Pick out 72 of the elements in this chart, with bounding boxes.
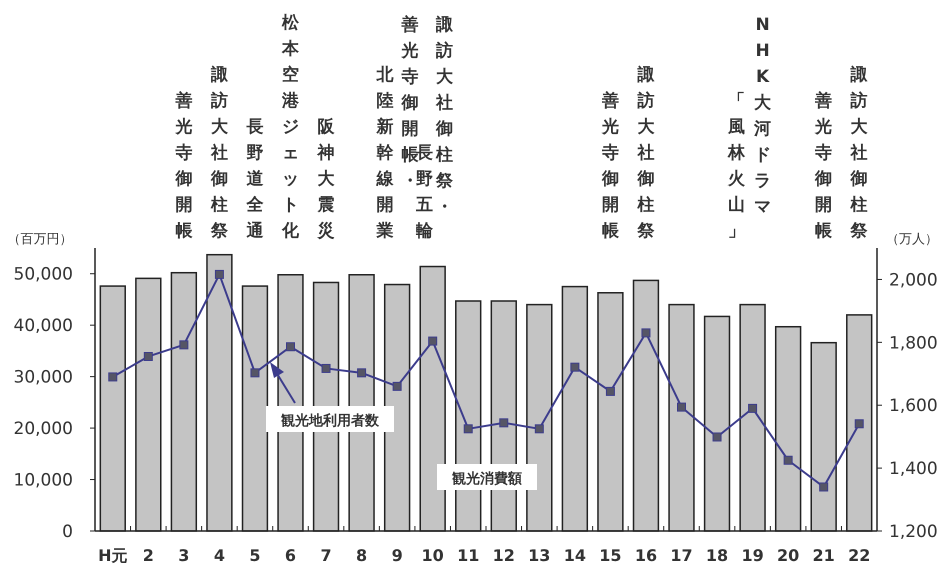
x-tick-label: 17 <box>670 546 693 565</box>
text: 善光寺御開帳 <box>174 90 194 243</box>
point <box>464 424 473 434</box>
point <box>144 352 153 361</box>
x-tick-label: 9 <box>392 546 403 565</box>
text: 諏訪大社御柱祭 <box>849 64 869 243</box>
y-tick-label: 30,000 <box>14 368 73 388</box>
text: 北陸新幹線開業 <box>375 64 395 243</box>
x-tick-label: 4 <box>214 546 225 565</box>
text: 諏訪大社御柱祭・ <box>434 14 454 219</box>
point <box>570 362 580 372</box>
x-tick-label: 12 <box>492 546 515 565</box>
text: 善光寺御開帳 <box>600 90 620 243</box>
text: 諏訪大社御柱祭 <box>210 64 229 243</box>
text: 松本空港ジェット化 <box>282 13 299 241</box>
y-tick-label: 10,000 <box>14 470 73 491</box>
y-tick-label: 40,000 <box>14 316 73 336</box>
point <box>784 456 793 465</box>
y2-axis-title: （万人） <box>886 232 938 247</box>
x-tick-label: 5 <box>249 546 261 565</box>
x-tick-label: 16 <box>634 546 658 565</box>
point <box>677 402 686 412</box>
point <box>322 364 331 373</box>
point <box>286 342 295 352</box>
x-tick-label: 15 <box>599 546 622 565</box>
text: 「風林火山」 <box>726 90 746 243</box>
x-tick-label: 3 <box>178 546 190 565</box>
y2-tick-label: 1,200 <box>889 522 938 542</box>
point <box>499 418 508 428</box>
text: 善光寺御開帳 <box>814 90 834 243</box>
point <box>428 336 438 346</box>
y2-tick-label: 1,600 <box>889 396 938 416</box>
x-tick-label: 13 <box>528 546 550 565</box>
x-tick-label: 2 <box>142 546 154 565</box>
y-tick-label: 0 <box>62 522 73 542</box>
point <box>712 432 722 442</box>
text: 長野道全通 <box>245 116 264 243</box>
x-tick-label: 21 <box>812 546 835 565</box>
x-tick-label: 7 <box>320 546 332 565</box>
point <box>357 368 366 378</box>
point <box>179 340 188 350</box>
y-axis-title: （百万円） <box>8 232 72 247</box>
point <box>392 382 402 391</box>
x-tick-label: 6 <box>284 546 296 565</box>
x-tick-label: H元 <box>98 546 128 565</box>
x-tick-label: 14 <box>564 546 586 565</box>
y2-tick-label: 1,800 <box>889 333 938 354</box>
point <box>854 419 864 428</box>
y-tick-label: 50,000 <box>14 264 73 285</box>
x-tick-label: 19 <box>741 546 764 565</box>
x-tick-label: 10 <box>422 546 444 565</box>
point <box>819 482 828 492</box>
x-tick-label: 20 <box>777 546 800 565</box>
text: 諏訪大社御柱祭 <box>636 64 656 243</box>
x-tick-label: 11 <box>457 546 480 565</box>
point <box>748 404 758 413</box>
legend-label: 観光地利用者数 <box>280 413 380 429</box>
y2-tick-label: 2,000 <box>889 270 938 290</box>
x-tick-label: 8 <box>356 546 368 565</box>
point <box>641 328 650 338</box>
point <box>250 368 260 378</box>
x-tick-label: 22 <box>848 546 870 565</box>
series-label: 観光消費額 <box>451 470 522 487</box>
point <box>606 386 615 396</box>
y2-tick-label: 1,400 <box>889 459 938 480</box>
text: 阪神大震災 <box>316 116 336 243</box>
point <box>534 424 544 434</box>
point <box>108 372 118 382</box>
x-tick-label: 18 <box>706 546 728 565</box>
text: NHK大河ドラマ <box>753 14 772 219</box>
y-tick-label: 20,000 <box>14 419 73 440</box>
point <box>214 270 224 279</box>
